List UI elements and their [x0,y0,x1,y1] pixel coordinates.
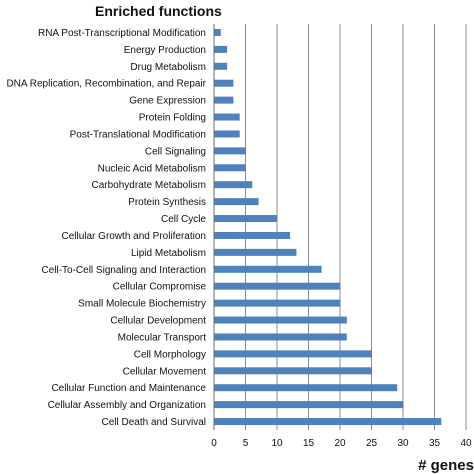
category-label: Drug Metabolism [130,62,206,73]
x-axis-tick-labels: 0 5 10 15 20 25 30 35 40 [211,438,472,449]
bars [214,28,442,426]
bar [214,350,372,358]
category-label: Cell-To-Cell Signaling and Interaction [41,265,206,276]
category-label: Cellular Compromise [113,282,207,293]
bar [214,401,404,409]
bar [214,299,341,307]
category-label: Protein Synthesis [128,197,206,208]
chart-title: Enriched functions [95,3,222,19]
x-tick-label: 0 [211,438,217,449]
x-tick-label: 25 [366,438,378,449]
category-label: Cellular Function and Maintenance [51,383,206,394]
bar [214,130,240,138]
bar [214,45,228,53]
x-tick-label: 5 [243,438,249,449]
category-labels: RNA Post-Transcriptional Modification Ene… [6,28,206,428]
bar [214,28,221,36]
bar [214,96,234,104]
category-label: Nucleic Acid Metabolism [98,163,206,174]
bar [214,181,253,189]
gridlines [245,24,467,430]
category-label: Gene Expression [129,96,206,107]
bar [214,79,234,87]
category-label: Molecular Transport [118,332,207,343]
x-tick-label: 20 [334,438,346,449]
bar [214,282,341,290]
x-tick-label: 15 [303,438,315,449]
category-label: Cellular Growth and Proliferation [61,231,206,242]
category-label: Cellular Assembly and Organization [48,400,206,411]
bar [214,248,297,256]
bar [214,265,322,273]
bar [214,231,291,239]
bar [214,384,398,392]
category-label: DNA Replication, Recombination, and Repa… [6,79,206,90]
category-label: Energy Production [124,45,206,56]
bar [214,62,228,70]
category-label: Cellular Movement [123,366,207,377]
bar [214,164,246,172]
bar [214,333,347,341]
bar [214,316,347,324]
category-label: Protein Folding [139,113,206,124]
category-label: Post-Translational Modification [70,129,206,140]
x-tick-label: 10 [271,438,283,449]
bar [214,367,372,375]
category-label: Cell Morphology [134,349,206,360]
bar [214,215,278,223]
category-label: Small Molecule Biochemistry [78,299,206,310]
category-label: Cell Cycle [161,214,206,225]
bar [214,113,240,121]
category-label: Carbohydrate Metabolism [92,180,207,191]
bar [214,198,259,206]
x-tick-label: 30 [397,438,409,449]
bar [214,418,442,426]
bar [214,147,246,155]
category-label: Cell Signaling [145,146,206,157]
category-label: Cell Death and Survival [102,417,207,428]
x-tick-label: 40 [460,438,472,449]
x-axis-title: # genes [418,457,474,474]
category-label: RNA Post-Transcriptional Modification [38,28,206,39]
category-label: Lipid Metabolism [131,248,206,259]
x-tick-label: 35 [429,438,441,449]
category-label: Cellular Development [110,316,206,327]
